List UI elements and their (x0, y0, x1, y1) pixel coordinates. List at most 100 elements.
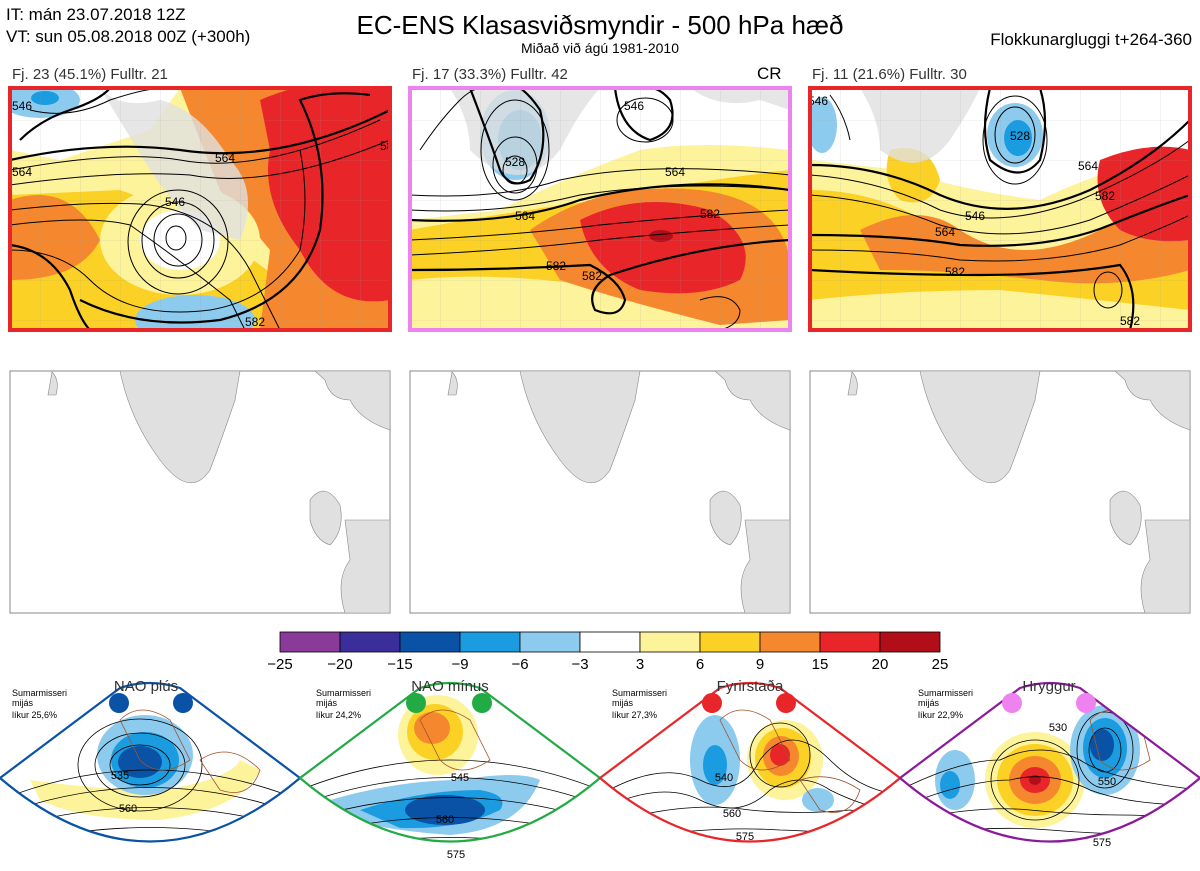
valid-time: VT: sun 05.08.2018 00Z (+300h) (6, 27, 251, 46)
regime-4-label-1: 530 (1049, 722, 1067, 734)
c2-contour-label-1: 546 (624, 99, 644, 113)
regime-4-marker-right (1076, 693, 1096, 713)
regime-3-label-3: 575 (736, 831, 754, 843)
colorbar-swatch (459, 631, 521, 653)
cluster-3-map: 546 528 564 546 564 582 582 582 (808, 88, 1190, 330)
regime-2-label-3: 575 (447, 849, 465, 861)
c2-contour-label-3: 564 (665, 165, 685, 179)
regime-1-prob: líkur 25,6% (12, 710, 57, 720)
regime-2-label-2: 560 (436, 814, 454, 826)
c3-contour-label-3: 564 (1078, 159, 1098, 173)
cluster-3-label: Fj. 11 (21.6%) Fulltr. 30 (812, 66, 967, 83)
regime-1-season: Sumarmisseri (12, 688, 67, 698)
colorbar-tick-label: 15 (812, 656, 829, 673)
colorbar: −25 −20 −15 −9 −6 −3 3 6 9 15 20 25 (267, 631, 949, 673)
regime-3-label-1: 540 (715, 772, 733, 784)
c3-contour-label-5: 564 (935, 225, 955, 239)
colorbar-tick-label: −25 (267, 656, 292, 673)
colorbar-tick-label: −9 (451, 656, 468, 673)
colorbar-swatch (819, 631, 881, 653)
colorbar-swatch (399, 631, 461, 653)
colorbar-tick-label: −15 (387, 656, 412, 673)
svg-text:564: 564 (215, 151, 235, 165)
colorbar-tick-label: 25 (932, 656, 949, 673)
regime-3-label-2: 560 (723, 808, 741, 820)
cluster-3-frame (808, 86, 1192, 332)
c3-contour-label-7: 582 (945, 265, 965, 279)
c2-contour-label-7: 582 (582, 269, 602, 283)
c2-contour-label-6: 582 (546, 259, 566, 273)
regime-1-marker-right (173, 693, 193, 713)
colorbar-tick-label: −20 (327, 656, 352, 673)
regime-2-name: NAO mínus (411, 678, 489, 695)
regime-4-label-2: 550 (1098, 776, 1116, 788)
empty-map-2 (409, 370, 791, 614)
classification-window: Flokkunargluggi t+264-360 (990, 30, 1192, 49)
colorbar-swatch (759, 631, 821, 653)
page-title: EC-ENS Klasasviðsmyndir - 500 hPa hæð (356, 10, 844, 40)
regime-1-marker-left (109, 693, 129, 713)
cluster-1-map: 546 564 546 582 582 564 (10, 88, 400, 330)
colorbar-swatch (519, 631, 581, 653)
cluster-2-frame (408, 86, 792, 332)
regime-4: 530 550 575 Hryggur Sumarmisseri mijás l… (898, 678, 1200, 849)
c1-contour-label-4: 582 (380, 139, 400, 153)
c2-contour-label-2: 528 (505, 155, 525, 169)
regime-1: 535 560 NAO plús Sumarmisseri mijás líku… (0, 678, 302, 843)
cluster-2-tag: CR (757, 64, 782, 83)
regime-3: 540 560 575 Fyrirstaða Sumarmisseri mijá… (598, 678, 902, 843)
regime-2-season: Sumarmisseri (316, 688, 371, 698)
cluster-1-label: Fj. 23 (45.1%) Fulltr. 21 (12, 66, 168, 83)
colorbar-tick-label: −3 (571, 656, 588, 673)
empty-map-3 (809, 370, 1191, 614)
regime-2-marker-left (406, 693, 426, 713)
header-info: IT: mán 23.07.2018 12Z VT: sun 05.08.201… (6, 4, 250, 48)
c3-contour-label-1: 546 (808, 94, 828, 108)
regime-4-label-3: 575 (1093, 837, 1111, 849)
cluster-1-frame (8, 86, 392, 332)
colorbar-tick-label: 3 (636, 656, 644, 673)
cluster-2-map: 546 528 564 564 582 582 582 (410, 88, 790, 330)
regime-2-marker-right (472, 693, 492, 713)
regime-4-cond: mijás (918, 698, 940, 708)
regime-3-cond: mijás (612, 698, 634, 708)
cluster-2-label: Fj. 17 (33.3%) Fulltr. 42 (412, 66, 568, 83)
regime-2-label-1: 545 (451, 772, 469, 784)
regime-4-season: Sumarmisseri (918, 688, 973, 698)
colorbar-tick-label: −6 (511, 656, 528, 673)
regime-4-marker-left (1002, 693, 1022, 713)
regime-4-prob: líkur 22,9% (918, 710, 963, 720)
colorbar-swatch (879, 631, 941, 653)
regime-2: 545 560 575 NAO mínus Sumarmisseri mijás… (298, 678, 602, 861)
empty-map-1 (9, 370, 391, 614)
regime-3-prob: líkur 27,3% (612, 710, 657, 720)
colorbar-swatch (579, 631, 641, 653)
colorbar-swatch (279, 631, 341, 653)
c2-contour-label-4: 564 (515, 209, 535, 223)
colorbar-swatch (339, 631, 401, 653)
page-subtitle: Miðað við ágú 1981-2010 (520, 40, 679, 56)
c3-contour-label-2: 528 (1010, 129, 1030, 143)
c1-contour-label-5: 582 (245, 315, 265, 329)
c1-contour-label-1: 546 (12, 99, 32, 113)
colorbar-tick-label: 20 (872, 656, 889, 673)
regime-1-cond: mijás (12, 698, 34, 708)
regime-1-label-1: 535 (111, 770, 129, 782)
c3-contour-label-6: 582 (1095, 189, 1115, 203)
c3-contour-label-8: 582 (1120, 314, 1140, 328)
regime-3-season: Sumarmisseri (612, 688, 667, 698)
c1-contour-label-2: 564 (12, 165, 32, 179)
c2-contour-label-5: 582 (700, 207, 720, 221)
regime-4-name: Hryggur (1022, 678, 1075, 695)
regime-3-marker-right (776, 693, 796, 713)
c1-contour-label-3: 546 (165, 195, 185, 209)
initial-time: IT: mán 23.07.2018 12Z (6, 5, 186, 24)
regime-2-prob: líkur 24,2% (316, 710, 361, 720)
colorbar-swatch (699, 631, 761, 653)
regime-2-cond: mijás (316, 698, 338, 708)
regime-3-marker-left (702, 693, 722, 713)
colorbar-tick-label: 9 (756, 656, 764, 673)
regime-1-label-2: 560 (119, 803, 137, 815)
regime-1-name: NAO plús (114, 678, 178, 695)
